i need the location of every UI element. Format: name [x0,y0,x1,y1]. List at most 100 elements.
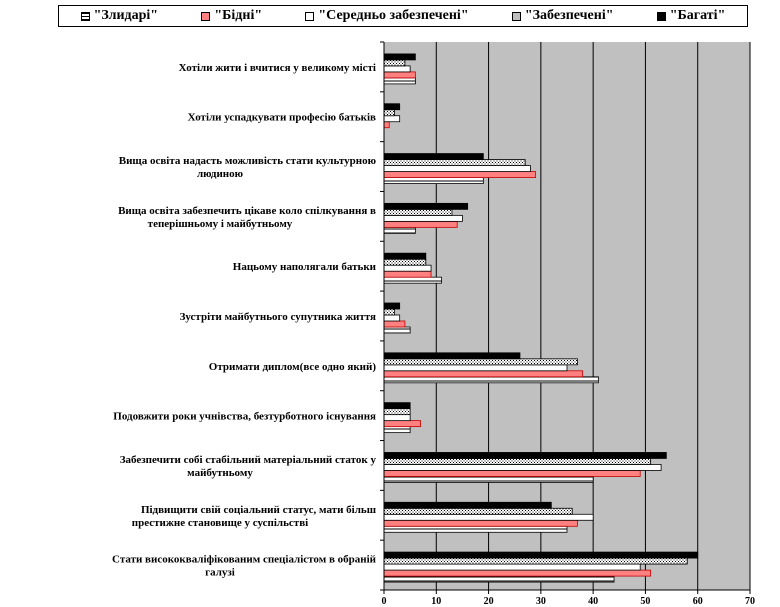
tick-labels: 0 10 20 30 40 50 60 70 [382,596,756,607]
bar [383,464,662,471]
category-label: Вища освіта забезпечить цікаве коло спіл… [118,205,376,217]
legend-item: "Бідні" [201,8,262,24]
category-label: Стати висококваліфікованим спеціалістом … [112,554,377,566]
category-labels: Хотіли жити і вчитися у великому місті Хо… [112,62,377,579]
bar [383,452,667,459]
bar [383,252,427,260]
bar [383,519,578,527]
plot-area [384,42,750,590]
bar [383,153,484,160]
bar [383,408,411,416]
bars [383,53,699,583]
bar [383,569,652,577]
x-tick-label: 0 [382,596,387,607]
bar [383,270,432,278]
bar [383,314,401,322]
bar [383,370,584,378]
bar [383,525,568,533]
bar [383,59,406,67]
legend-swatch [305,11,315,21]
chart-legend: "Злидарі" "Бідні" "Середньо забезпечені" "З… [58,5,748,27]
legend-label: "Бідні" [214,8,263,23]
bar [383,352,521,360]
bar [383,414,411,422]
bar [383,476,594,483]
x-tick-label: 10 [431,596,441,607]
bar [383,364,568,372]
bar [383,109,395,117]
category-label: теперішньому і майбутньому [148,218,293,230]
bar [383,53,416,61]
bar [383,402,411,410]
bar [383,121,390,129]
x-tick-label: 60 [693,596,703,607]
bar [383,71,416,79]
bar [383,165,531,172]
category-label: престижне становище у суспільстві [132,517,308,529]
category-label: майбутньому [187,467,253,479]
bar [383,458,652,465]
legend-item: "Середньо забезпечені" [305,8,469,24]
legend-item: "Злидарі" [80,8,159,24]
bar [383,65,411,73]
bar [383,551,699,559]
bar [383,326,411,334]
category-label: Хотіли жити і вчитися у великому місті [179,62,376,74]
bar [383,358,578,366]
bar [383,264,432,272]
x-tick-label: 70 [745,596,755,607]
category-label: Вища освіта надасть можливість стати кул… [119,155,376,167]
x-tick-label: 20 [484,596,494,607]
bar [383,171,537,178]
bar [383,214,463,222]
category-label: Нацьому наполягали батьки [233,261,377,273]
bar [383,563,641,571]
bar [383,208,453,216]
x-tick-label: 50 [640,596,650,607]
category-label: Підвищити свій соціальний статус, мати б… [141,504,376,516]
bar [383,575,615,583]
bar [383,302,401,310]
legend-swatch [80,11,90,21]
bar [383,426,411,434]
legend-label: "Середньо забезпечені" [318,8,469,23]
bar [383,177,484,184]
bar [383,308,395,316]
bar [383,226,416,234]
legend-swatch [201,11,211,21]
bar [383,513,594,521]
bar [383,115,401,123]
axes [380,41,751,594]
bar [383,220,458,228]
gridlines [435,42,751,590]
category-label: Хотіли успадкувати професію батьків [188,112,376,124]
bar [383,557,688,565]
bar [383,501,552,509]
bar [383,470,641,477]
bar [383,507,573,515]
category-label: Зустріти майбутнього супутника життя [180,311,376,323]
bar [383,103,401,111]
category-label: галузі [205,567,235,579]
legend-label: "Забезпечені" [524,8,614,23]
bar [383,159,526,166]
category-label: Отримати диплом(все одно який) [209,361,377,373]
x-tick-label: 40 [588,596,598,607]
bar [383,77,416,85]
bar [383,420,421,428]
category-label: людиною [197,168,243,180]
legend-label: "Багаті" [669,8,726,23]
bar [383,376,599,384]
bar [383,276,442,284]
legend-item: "Забезпечені" [511,8,614,24]
x-tick-label: 30 [536,596,546,607]
bar [383,258,427,266]
legend-label: "Злидарі" [93,8,159,23]
legend-swatch [656,11,666,21]
legend-item: "Багаті" [656,8,726,24]
category-label: Забезпечити собі стабільний матеріальний… [120,454,377,466]
legend-swatch [511,11,521,21]
bar [383,202,469,210]
bar [383,320,406,328]
